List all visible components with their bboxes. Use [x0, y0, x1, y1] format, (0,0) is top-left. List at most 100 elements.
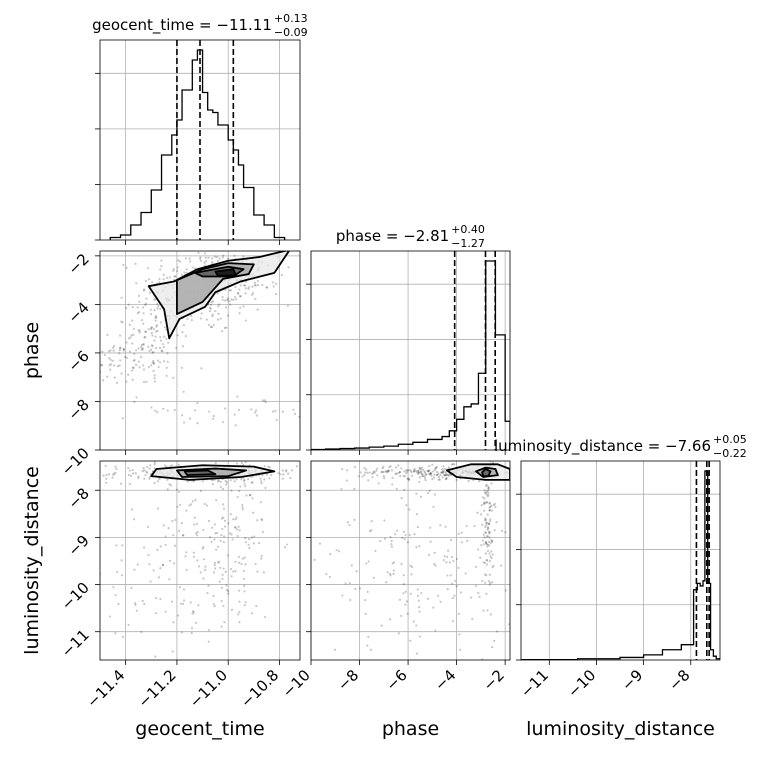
sample-point	[363, 697, 365, 699]
sample-point	[348, 581, 351, 585]
sample-point	[485, 490, 489, 493]
sample-point	[433, 562, 436, 566]
sample-point	[150, 326, 153, 329]
sample-point	[439, 471, 443, 474]
sample-point	[244, 563, 247, 566]
y-axis-label-phase: phase	[21, 322, 43, 379]
sample-point	[228, 532, 232, 535]
sample-point	[203, 502, 206, 506]
sample-point	[156, 329, 159, 332]
sample-point	[274, 282, 277, 285]
sample-point	[146, 471, 149, 474]
sample-point	[197, 565, 201, 568]
sample-point	[451, 661, 453, 663]
sample-point	[107, 350, 111, 353]
sample-point	[281, 477, 284, 480]
sample-point	[112, 586, 115, 589]
sample-point	[229, 513, 232, 516]
sample-point	[432, 606, 435, 609]
sample-point	[127, 623, 130, 627]
sample-point	[481, 523, 484, 526]
sample-point	[355, 570, 358, 573]
sample-point	[447, 473, 450, 477]
sample-point	[136, 312, 139, 315]
sample-point	[207, 584, 210, 587]
sample-point	[243, 604, 246, 607]
sample-point	[490, 504, 493, 507]
sample-point	[285, 469, 288, 472]
sample-point	[415, 652, 419, 655]
sample-point	[402, 583, 405, 586]
sample-point	[201, 480, 204, 483]
sample-point	[151, 345, 154, 348]
sample-point	[144, 279, 148, 283]
sample-point	[397, 471, 400, 475]
y-tick-label: −6	[64, 347, 92, 375]
sample-point	[153, 377, 156, 380]
sample-point	[483, 501, 486, 504]
sample-point	[204, 565, 207, 568]
sample-point	[399, 474, 402, 478]
sample-point	[191, 612, 194, 615]
sample-point	[202, 558, 205, 561]
sample-point	[228, 303, 232, 306]
sample-point	[118, 352, 121, 355]
sample-point	[127, 373, 130, 376]
sample-point	[90, 382, 92, 384]
sample-point	[214, 567, 217, 570]
sample-point	[407, 478, 411, 481]
sample-point	[209, 325, 213, 328]
sample-point	[437, 472, 440, 475]
sample-point	[128, 469, 131, 472]
sample-point	[207, 519, 211, 523]
sample-point	[215, 548, 218, 551]
sample-point	[372, 576, 375, 579]
sample-point	[403, 475, 407, 478]
sample-point	[141, 364, 145, 367]
sample-point	[480, 503, 483, 507]
x-tick-label: −11.4	[83, 666, 128, 711]
sample-point	[264, 401, 267, 404]
sample-point	[199, 256, 202, 259]
sample-point	[529, 466, 531, 468]
sample-point	[178, 490, 181, 494]
sample-point	[281, 469, 284, 472]
x-tick-label: −9	[618, 666, 646, 694]
sample-point	[185, 568, 188, 572]
sample-point	[483, 489, 486, 492]
sample-point	[229, 567, 233, 571]
title-minus: −0.22	[713, 447, 747, 460]
sample-point	[223, 621, 226, 624]
sample-point	[485, 542, 488, 546]
sample-point	[253, 535, 256, 538]
sample-point	[444, 525, 447, 528]
sample-point	[176, 266, 179, 269]
sample-point	[142, 343, 145, 346]
sample-point	[221, 421, 225, 424]
sample-point	[486, 526, 490, 529]
sample-point	[421, 468, 425, 472]
sample-point	[268, 477, 271, 480]
sample-point	[413, 469, 416, 472]
sample-point	[178, 586, 182, 589]
sample-point	[195, 532, 198, 535]
sample-point	[450, 463, 453, 466]
sample-point	[489, 520, 492, 523]
sample-point	[487, 456, 489, 458]
sample-point	[169, 484, 172, 487]
sample-point	[213, 538, 216, 541]
sample-point	[421, 473, 424, 476]
sample-point	[236, 534, 239, 538]
sample-point	[446, 574, 449, 577]
sample-point	[165, 276, 169, 279]
sample-point	[131, 378, 134, 381]
sample-point	[479, 556, 482, 559]
sample-point	[260, 482, 263, 485]
sample-point	[174, 275, 177, 278]
sample-point	[154, 655, 157, 658]
sample-point	[247, 538, 251, 541]
sample-point	[543, 475, 545, 477]
sample-point	[488, 583, 491, 586]
sample-point	[119, 482, 123, 485]
sample-point	[236, 496, 239, 499]
